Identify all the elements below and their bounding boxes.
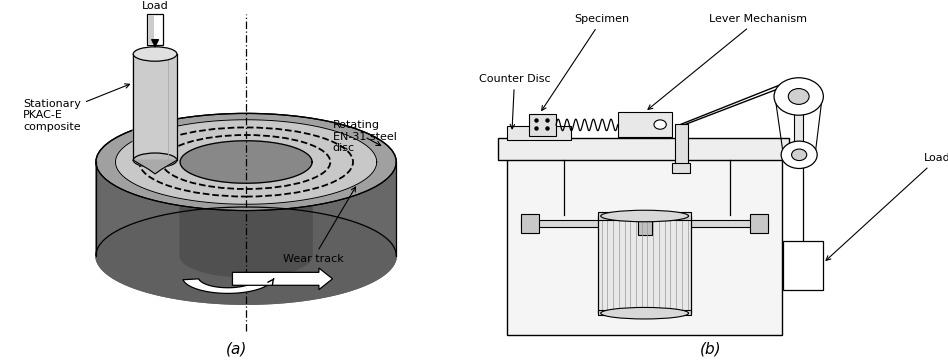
Bar xyxy=(598,212,691,220)
Bar xyxy=(783,241,823,290)
Polygon shape xyxy=(134,160,177,174)
Bar xyxy=(672,163,690,173)
Bar xyxy=(618,112,672,137)
Text: Specimen: Specimen xyxy=(541,14,629,111)
Text: Load: Load xyxy=(826,153,948,260)
Polygon shape xyxy=(180,141,312,183)
Ellipse shape xyxy=(134,153,177,167)
Bar xyxy=(598,216,691,313)
Bar xyxy=(637,212,651,235)
Polygon shape xyxy=(183,279,272,293)
Polygon shape xyxy=(96,113,396,211)
Polygon shape xyxy=(232,268,333,289)
Polygon shape xyxy=(134,54,177,167)
Circle shape xyxy=(781,141,817,168)
Bar xyxy=(598,310,691,315)
Circle shape xyxy=(792,149,807,161)
Polygon shape xyxy=(116,120,376,204)
Text: Counter Disc: Counter Disc xyxy=(479,74,551,129)
Polygon shape xyxy=(96,207,396,304)
Ellipse shape xyxy=(601,210,688,222)
Text: Stationary
PKAC-E
composite: Stationary PKAC-E composite xyxy=(23,84,130,132)
Polygon shape xyxy=(180,162,312,277)
Bar xyxy=(529,114,556,136)
Ellipse shape xyxy=(601,307,688,319)
Text: Lever Mechanism: Lever Mechanism xyxy=(648,14,808,109)
Bar xyxy=(750,214,768,233)
Ellipse shape xyxy=(134,47,177,61)
Circle shape xyxy=(774,78,823,115)
Bar xyxy=(507,140,782,335)
Polygon shape xyxy=(96,162,396,304)
Circle shape xyxy=(789,89,810,104)
Bar xyxy=(674,124,687,164)
Text: Wear track: Wear track xyxy=(283,187,356,264)
Text: Load: Load xyxy=(141,1,169,11)
Bar xyxy=(521,220,768,227)
Circle shape xyxy=(654,120,666,129)
Bar xyxy=(147,14,163,45)
Text: (b): (b) xyxy=(701,341,721,356)
Text: (a): (a) xyxy=(227,341,247,356)
Bar xyxy=(498,138,789,160)
Bar xyxy=(794,95,804,145)
Text: Rotating
EN-31 steel
disc: Rotating EN-31 steel disc xyxy=(333,120,396,153)
Bar xyxy=(148,15,155,44)
Bar xyxy=(507,126,571,140)
Bar xyxy=(521,214,539,233)
